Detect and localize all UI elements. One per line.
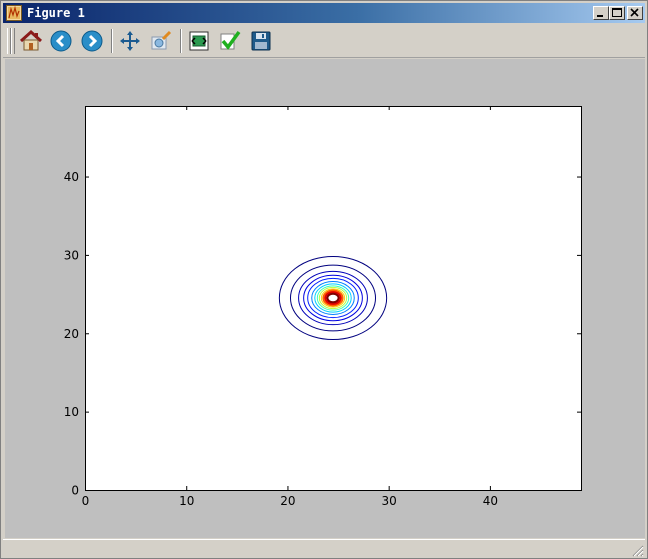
contour-level-8 [318, 286, 348, 310]
close-button[interactable] [627, 6, 643, 20]
toolbar-separator [111, 29, 113, 53]
window-title: Figure 1 [27, 6, 85, 20]
y-tick-label: 20 [64, 327, 79, 341]
matplotlib-app-icon [6, 5, 22, 21]
x-tick-label: 20 [280, 494, 295, 508]
save-button[interactable] [248, 28, 274, 54]
maximize-button[interactable] [609, 6, 625, 20]
toolbar-grip-2[interactable] [11, 28, 15, 54]
contour-level-6 [314, 283, 352, 313]
toolbar-separator-2 [180, 29, 182, 53]
contour-level-10 [322, 289, 344, 307]
home-button[interactable] [18, 28, 44, 54]
y-tick-label: 0 [71, 484, 79, 498]
zoom-rect-icon [151, 30, 172, 50]
zoom-button[interactable] [148, 28, 174, 54]
forward-arrow-icon [81, 30, 103, 52]
contour-plot[interactable]: 0 10 20 30 40 0 10 20 30 40 [5, 59, 645, 538]
toolbar-grip[interactable] [7, 28, 11, 54]
back-arrow-icon [50, 30, 72, 52]
y-tick-label: 30 [64, 248, 79, 262]
contour-level-3 [303, 274, 363, 322]
figure-canvas[interactable]: 0 10 20 30 40 0 10 20 30 40 [5, 59, 645, 538]
y-tick-label: 40 [64, 170, 79, 184]
x-axis-ticks: 0 10 20 30 40 [82, 106, 498, 508]
contour-level-4 [307, 277, 359, 319]
contour-level-0 [278, 255, 388, 341]
x-tick-label: 40 [483, 494, 498, 508]
contour-level-12 [326, 292, 340, 304]
contour-level-9 [320, 288, 346, 308]
subplots-button[interactable] [186, 28, 212, 54]
edit-parameters-button[interactable] [217, 28, 243, 54]
home-icon [19, 29, 43, 51]
back-button[interactable] [48, 28, 74, 54]
y-axis-ticks: 0 10 20 30 40 [64, 170, 581, 498]
x-tick-label: 0 [82, 494, 90, 508]
resize-grip-icon[interactable] [630, 543, 644, 557]
contour-level-1 [289, 264, 377, 332]
floppy-disk-icon [251, 31, 271, 51]
axes-background[interactable] [85, 106, 581, 490]
forward-button[interactable] [79, 28, 105, 54]
contour-level-7 [316, 285, 350, 311]
contour-level-11 [324, 291, 342, 305]
minimize-button[interactable] [593, 6, 609, 20]
navigation-toolbar [3, 25, 645, 58]
contour-level-2 [298, 270, 368, 326]
axes-frame [85, 106, 582, 491]
contour-level-5 [311, 281, 355, 315]
subplots-icon [189, 31, 209, 51]
checkmark-icon [220, 30, 241, 50]
move-icon [120, 31, 140, 51]
status-bar [3, 539, 645, 558]
title-bar[interactable]: Figure 1 [3, 3, 645, 23]
contour-lines [278, 255, 388, 341]
y-tick-label: 10 [64, 405, 79, 419]
pan-button[interactable] [117, 28, 143, 54]
x-tick-label: 30 [382, 494, 397, 508]
x-tick-label: 10 [179, 494, 194, 508]
